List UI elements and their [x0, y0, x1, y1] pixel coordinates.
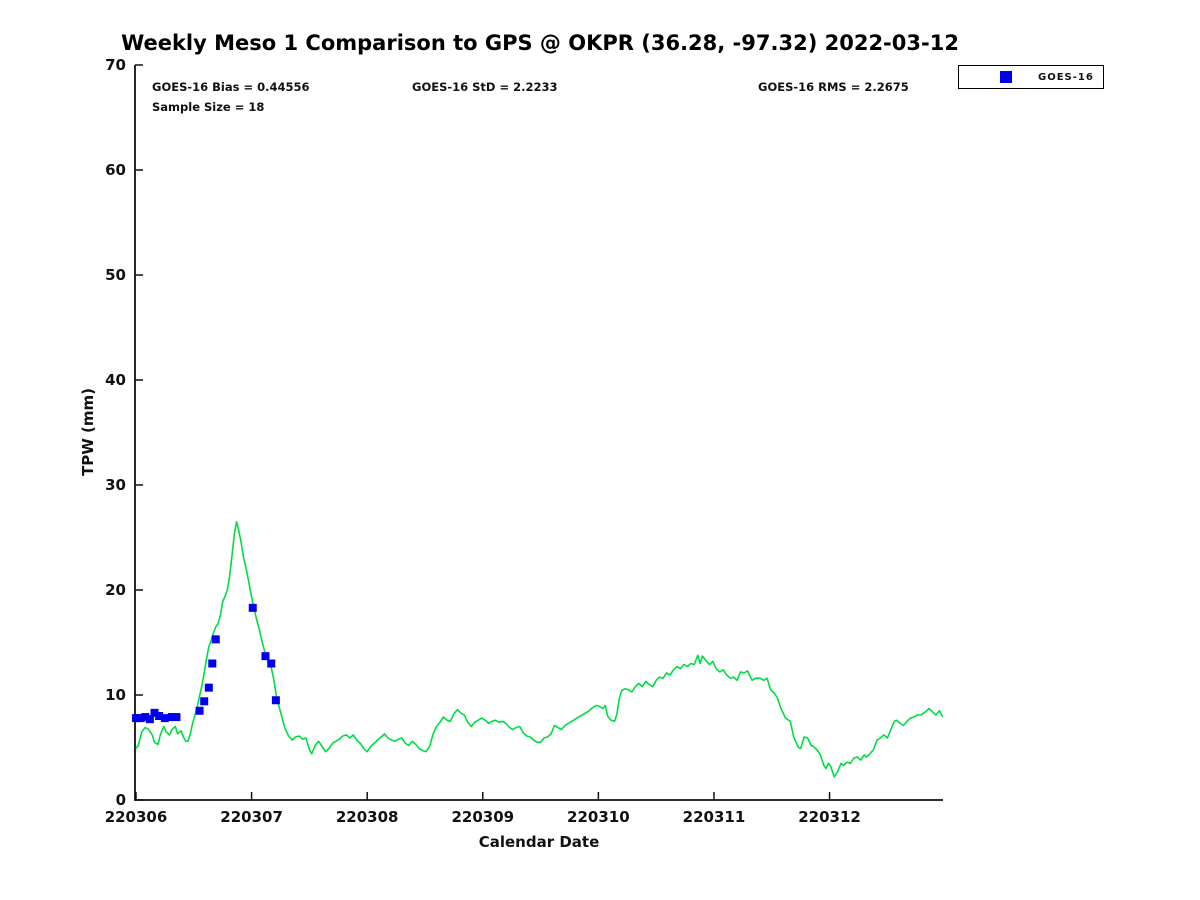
x-tick-label: 220308 [336, 808, 399, 826]
x-tick-label: 220306 [105, 808, 168, 826]
goes16-marker [172, 713, 181, 722]
goes16-marker [248, 603, 257, 612]
goes16-marker [136, 714, 145, 723]
goes16-marker [145, 715, 154, 724]
x-axis-label: Calendar Date [478, 833, 600, 851]
goes16-marker [208, 659, 217, 668]
goes16-marker [150, 708, 159, 717]
x-tick-label: 220312 [798, 808, 861, 826]
goes16-marker [167, 713, 176, 722]
x-tick-label: 220311 [683, 808, 746, 826]
goes16-marker [200, 697, 209, 706]
legend-goes16-label: GOES-16 [1038, 71, 1094, 83]
goes16-marker [141, 713, 150, 722]
goes16-marker [211, 635, 220, 644]
stat-std: GOES-16 StD = 2.2233 [412, 80, 558, 94]
x-tick-label: 220309 [451, 808, 514, 826]
goes16-marker [195, 706, 204, 715]
stat-sample-size: Sample Size = 18 [152, 100, 265, 114]
goes16-marker [204, 683, 213, 692]
y-tick-label: 0 [116, 791, 126, 809]
legend-goes16-square-icon [1000, 71, 1012, 83]
axis-spines [134, 65, 943, 801]
legend: GOES-16 [958, 65, 1104, 89]
y-tick-label: 50 [105, 266, 126, 284]
y-tick-label: 60 [105, 161, 126, 179]
x-tick-label: 220310 [567, 808, 630, 826]
y-tick-label: 30 [105, 476, 126, 494]
y-tick-label: 40 [105, 371, 126, 389]
gps-line [135, 520, 944, 778]
goes16-marker [271, 696, 280, 705]
stat-rms: GOES-16 RMS = 2.2675 [758, 80, 909, 94]
stat-bias: GOES-16 Bias = 0.44556 [152, 80, 310, 94]
chart-title: Weekly Meso 1 Comparison to GPS @ OKPR (… [121, 31, 959, 55]
y-tick-label: 70 [105, 56, 126, 74]
goes16-marker [267, 659, 276, 668]
goes16-marker [160, 714, 169, 723]
goes16-marker [261, 652, 270, 661]
x-tick-label: 220307 [220, 808, 283, 826]
y-tick-label: 20 [105, 581, 126, 599]
y-tick-label: 10 [105, 686, 126, 704]
goes16-marker [132, 714, 140, 723]
goes16-marker [155, 712, 164, 720]
